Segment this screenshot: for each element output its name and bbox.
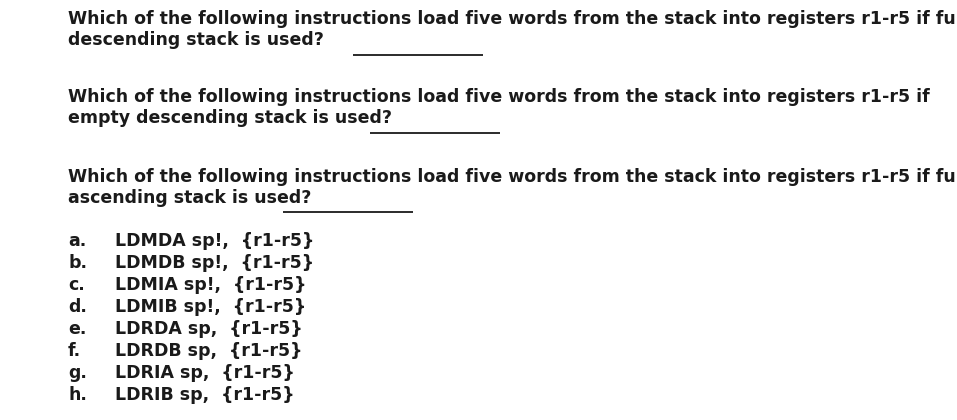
Text: LDRIA sp,  {r1-r5}: LDRIA sp, {r1-r5}: [115, 364, 295, 382]
Text: e.: e.: [68, 320, 86, 338]
Text: g.: g.: [68, 364, 87, 382]
Text: Which of the following instructions load five words from the stack into register: Which of the following instructions load…: [68, 168, 957, 207]
Text: LDMIA sp!,  {r1-r5}: LDMIA sp!, {r1-r5}: [115, 276, 306, 294]
Text: LDMDA sp!,  {r1-r5}: LDMDA sp!, {r1-r5}: [115, 232, 314, 250]
Text: f.: f.: [68, 342, 81, 360]
Text: LDMIB sp!,  {r1-r5}: LDMIB sp!, {r1-r5}: [115, 298, 306, 316]
Text: LDRIB sp,  {r1-r5}: LDRIB sp, {r1-r5}: [115, 386, 295, 404]
Text: c.: c.: [68, 276, 85, 294]
Text: LDRDB sp,  {r1-r5}: LDRDB sp, {r1-r5}: [115, 342, 302, 360]
Text: Which of the following instructions load five words from the stack into register: Which of the following instructions load…: [68, 10, 957, 49]
Text: LDRDA sp,  {r1-r5}: LDRDA sp, {r1-r5}: [115, 320, 302, 338]
Text: Which of the following instructions load five words from the stack into register: Which of the following instructions load…: [68, 88, 930, 127]
Text: LDMDB sp!,  {r1-r5}: LDMDB sp!, {r1-r5}: [115, 254, 314, 272]
Text: h.: h.: [68, 386, 87, 404]
Text: b.: b.: [68, 254, 87, 272]
Text: d.: d.: [68, 298, 87, 316]
Text: a.: a.: [68, 232, 86, 250]
